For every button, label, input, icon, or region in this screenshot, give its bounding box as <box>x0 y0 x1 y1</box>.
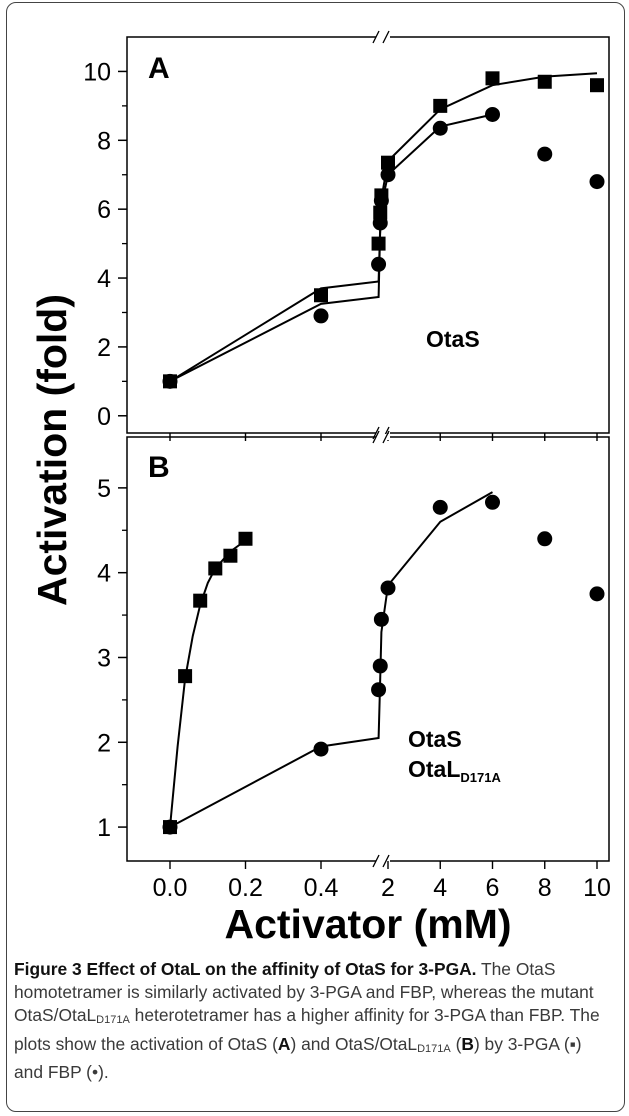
panel-a-label: A <box>148 52 170 85</box>
panel-a-square-point <box>433 98 448 113</box>
panel-a-axis-break-mark <box>382 30 390 44</box>
panel-a-top-break-gap <box>376 34 390 40</box>
panel-a-circle-point <box>589 174 605 190</box>
x-tick-label: 8 <box>538 874 552 902</box>
panel-a-circle-point <box>373 193 389 209</box>
panel-b-y-tick-label: 5 <box>97 475 111 503</box>
panel-a-circle-point <box>371 256 387 272</box>
panel-a-y-tick-label: 0 <box>97 403 111 431</box>
figure-frame <box>6 2 625 1112</box>
panel-a-circle-point <box>313 308 329 324</box>
panel-b-square-point <box>223 548 238 563</box>
panel-b-circle-point <box>485 494 500 510</box>
panel-b-y-tick-label: 2 <box>97 729 111 757</box>
panel-a-circle-point <box>485 106 500 122</box>
caption-text-2: heterotetramer has a higher affinity for… <box>14 1005 600 1054</box>
panel-b-circle-point <box>313 741 329 757</box>
x-axis-title: Activator (mM) <box>224 901 511 947</box>
panel-b-axis-break-mark <box>372 854 380 868</box>
panel-a-axis-break-mark <box>372 30 380 44</box>
panel-a-square-point <box>381 155 395 170</box>
panel-a-circle-point <box>372 215 388 231</box>
panel-b-square-point <box>208 561 223 576</box>
caption-text-5: ) by 3-PGA (▪) and FBP (•). <box>14 1033 582 1082</box>
panel-b-circle-point <box>537 531 553 547</box>
panel-b-square-point <box>193 593 208 608</box>
caption-bold-a: A <box>277 1033 291 1054</box>
panel-a-square-point <box>537 74 552 89</box>
panel-b-bottom-break-gap <box>376 858 390 864</box>
panel-b-square-point <box>178 669 193 684</box>
x-tick-label: 4 <box>433 874 447 902</box>
panel-b-circle-point <box>432 499 448 515</box>
panel-b-label: B <box>148 451 170 484</box>
caption-sub-1: D171A <box>96 1014 130 1027</box>
panel-a-square-point <box>485 71 500 86</box>
panel-b: 1 2 3 4 5 B OtaS OtaLD171A <box>97 430 610 869</box>
figure-caption: Figure 3 Effect of OtaL on the affinity … <box>14 958 612 1084</box>
x-tick-label: 0.0 <box>153 874 188 902</box>
caption-text-4: ( <box>450 1033 462 1054</box>
panel-a-square-point <box>314 288 328 303</box>
panel-b-axis-break-mark <box>372 430 380 444</box>
caption-text-3: ) and OtaS/OtaL <box>290 1033 418 1054</box>
panel-b-y-tick-label: 4 <box>97 560 111 588</box>
panel-a-y-tick-label: 6 <box>97 196 111 224</box>
panel-b-circle-point <box>372 658 388 674</box>
panel-a-circle-point <box>432 120 448 136</box>
panel-a-square-point <box>590 78 604 93</box>
panel-b-y-tick-label: 3 <box>97 644 111 672</box>
panel-b-circle-point <box>373 611 389 627</box>
panel-b-circle-point <box>371 682 387 698</box>
caption-bold-b: B <box>461 1033 474 1054</box>
panel-a-y-tick-label: 4 <box>97 265 111 293</box>
x-tick-label: 6 <box>486 874 500 902</box>
panel-b-square-point <box>238 531 253 546</box>
panel-b-annotation-line1: OtaS <box>408 726 462 752</box>
caption-title: Figure 3 Effect of OtaL on the affinity … <box>14 959 477 979</box>
panel-a: 0 2 4 6 8 10 A OtaS <box>83 30 610 441</box>
panel-b-axes-box <box>126 436 610 862</box>
x-tick-label: 0.2 <box>228 874 263 902</box>
panel-a-annotation: OtaS <box>426 326 480 352</box>
panel-b-circle-point <box>162 819 178 835</box>
panel-a-circle-point <box>537 146 553 162</box>
panel-a-square-point <box>371 236 386 251</box>
panel-b-annotation-subscript: D171A <box>460 770 501 785</box>
y-axis-title: Activation (fold) <box>29 294 75 606</box>
panel-b-top-break-gap <box>376 434 390 440</box>
panel-b-circle-point <box>589 586 605 602</box>
x-tick-label: 10 <box>583 874 611 902</box>
panel-b-axis-break-mark <box>382 854 390 868</box>
panel-a-circle-point <box>162 373 178 389</box>
x-tick-label: 0.4 <box>304 874 339 902</box>
x-tick-label: 2 <box>381 874 395 902</box>
caption-sub-2: D171A <box>417 1042 451 1055</box>
caption-text-1: The OtaS homotetramer is similarly activ… <box>14 959 594 1026</box>
panel-a-bottom-break-gap <box>376 430 390 436</box>
panel-b-annotation-line2: OtaLD171A <box>408 756 501 785</box>
panel-a-y-tick-label: 2 <box>97 334 111 362</box>
panel-b-fit-curve-square <box>169 539 247 828</box>
panel-a-circle-point <box>380 167 396 183</box>
panel-b-circle-point <box>380 580 396 596</box>
panel-b-axis-break-mark <box>382 430 390 444</box>
panel-a-y-tick-label: 8 <box>97 127 111 155</box>
panel-b-y-tick-label: 1 <box>97 814 111 842</box>
figure-plot: 0 2 4 6 8 10 A OtaS 1 2 3 4 5 B OtaS OtaLD171A 0.… <box>29 30 611 947</box>
panel-a-axes-box <box>126 36 610 434</box>
panel-a-y-tick-label: 10 <box>83 58 111 86</box>
panel-a-square-point <box>373 205 388 220</box>
